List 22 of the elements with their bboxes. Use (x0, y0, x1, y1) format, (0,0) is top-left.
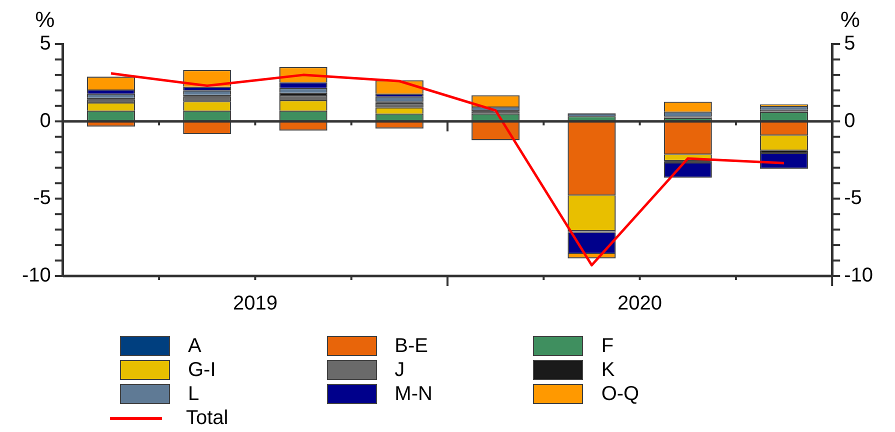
text: 2019 (232, 292, 278, 315)
legend-label: A (188, 334, 202, 358)
y-tick-label: 5 (40, 32, 51, 55)
legend-label: O-Q (601, 382, 640, 406)
y2-tick-label: -10 (844, 264, 873, 287)
legend-label: J (394, 358, 405, 382)
legend-label: K (601, 358, 615, 382)
legend-label: Total (186, 406, 228, 430)
y2-tick-label: 5 (844, 32, 856, 55)
y-axis-title: % (35, 7, 55, 32)
legend-label: G-I (188, 358, 216, 382)
legend-label: M-N (394, 382, 432, 406)
legend-label: F (601, 334, 614, 358)
legend-label: B-E (394, 334, 428, 358)
y2-tick-label: 0 (844, 110, 856, 132)
y2-tick-label: -5 (844, 187, 862, 210)
y-tick-label: 0 (40, 110, 51, 132)
legend-label: L (188, 382, 200, 406)
y2-axis-title: % (840, 7, 860, 32)
y-tick-label: -5 (33, 187, 51, 210)
y-tick-label: -10 (22, 264, 51, 287)
text: 2020 (618, 292, 662, 315)
